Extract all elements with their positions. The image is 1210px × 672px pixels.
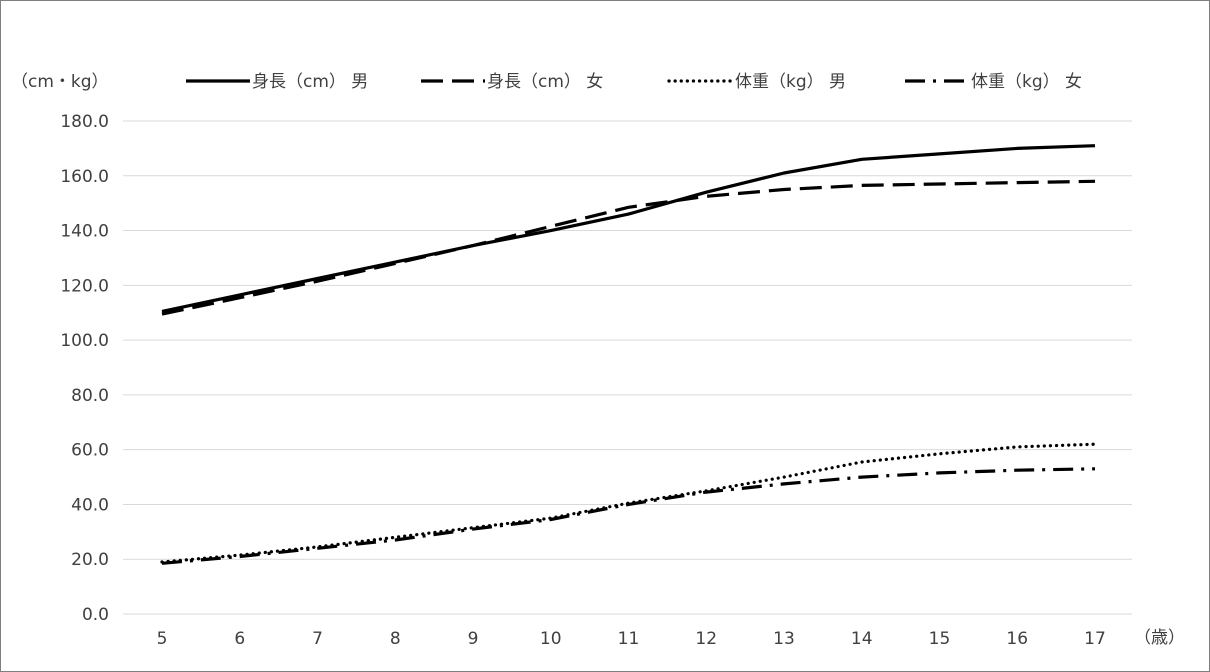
x-tick-label: 15: [929, 629, 951, 649]
y-tick-label: 120.0: [60, 276, 109, 296]
x-unit-label: （歳）: [1134, 628, 1185, 648]
x-tick-label: 16: [1006, 629, 1028, 649]
y-tick-label: 0.0: [82, 605, 109, 625]
axis-layer: （cm・kg） （歳） 0.0 20.0 40.0 60.0 80.0 100.0 120.…: [11, 72, 1185, 649]
y-tick-label: 140.0: [60, 222, 109, 242]
y-tick-label: 40.0: [71, 495, 109, 515]
y-tick-label: 60.0: [71, 441, 109, 461]
series-line: [161, 144, 1096, 313]
x-tick-label: 9: [468, 629, 479, 649]
legend-label: 体重（kg） 男: [735, 72, 846, 92]
x-tick-label: 13: [773, 629, 795, 649]
y-unit-label: （cm・kg）: [11, 72, 109, 92]
legend-label: 体重（kg） 女: [971, 72, 1082, 92]
legend: 身長（cm） 男 身長（cm） 女 体重（kg） 男 体重（kg） 女: [186, 72, 1082, 92]
y-tick-label: 100.0: [60, 331, 109, 351]
x-tick-label: 5: [157, 629, 168, 649]
x-tick-label: 11: [618, 629, 640, 649]
grid-layer: [123, 120, 1132, 615]
x-tick-label: 14: [851, 629, 873, 649]
y-tick-label: 160.0: [60, 167, 109, 187]
x-tick-label: 10: [540, 629, 562, 649]
x-tick-label: 12: [695, 629, 717, 649]
x-tick-label: 8: [390, 629, 401, 649]
x-tick-label: 17: [1084, 629, 1106, 649]
x-tick-label: 7: [312, 629, 323, 649]
y-tick-label: 180.0: [60, 112, 109, 132]
x-tick-label: 6: [234, 629, 245, 649]
y-tick-label: 20.0: [71, 550, 109, 570]
series-line: [161, 179, 1096, 316]
series-layer: [160, 144, 1097, 565]
y-tick-label: 80.0: [71, 386, 109, 406]
series-line: [161, 467, 1096, 565]
legend-label: 身長（cm） 男: [252, 72, 368, 92]
legend-label: 身長（cm） 女: [487, 72, 603, 92]
